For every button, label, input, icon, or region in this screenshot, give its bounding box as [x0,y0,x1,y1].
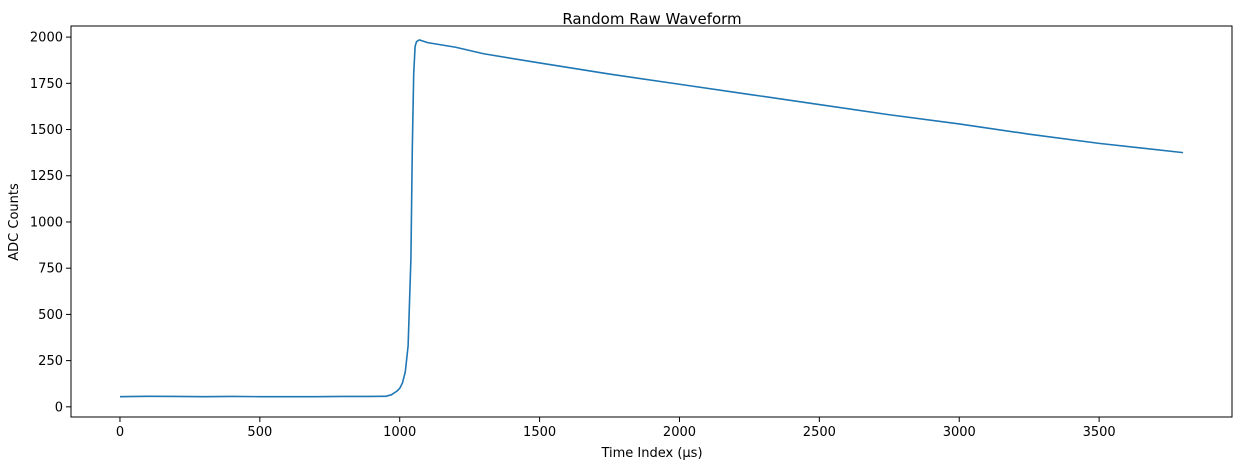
y-tick-label: 750 [38,262,63,277]
x-axis-label: Time Index (µs) [600,446,702,461]
x-tick-label: 3500 [1083,425,1116,440]
chart-title: Random Raw Waveform [562,10,741,28]
x-tick-label: 1500 [523,425,556,440]
y-tick-label: 2000 [30,31,63,46]
x-tick-label: 2500 [803,425,836,440]
x-axis-ticks: 0 500 1000 1500 2000 2500 3000 3500 [116,417,1116,440]
y-tick-label: 1250 [30,169,63,184]
y-tick-label: 250 [38,354,63,369]
x-tick-label: 3000 [943,425,976,440]
y-tick-label: 1750 [30,77,63,92]
y-axis-ticks: 0 250 500 750 1000 1250 1500 1750 2000 [30,31,71,415]
y-axis-label: ADC Counts [7,183,22,261]
y-tick-label: 1000 [30,215,63,230]
y-tick-label: 1500 [30,123,63,138]
y-tick-label: 0 [55,400,63,415]
series-line [119,39,1184,398]
x-tick-label: 0 [116,425,124,440]
plot-area-frame [70,25,1233,418]
y-tick-label: 500 [38,308,63,323]
x-tick-label: 500 [247,425,272,440]
x-tick-label: 2000 [663,425,696,440]
x-tick-label: 1000 [383,425,416,440]
